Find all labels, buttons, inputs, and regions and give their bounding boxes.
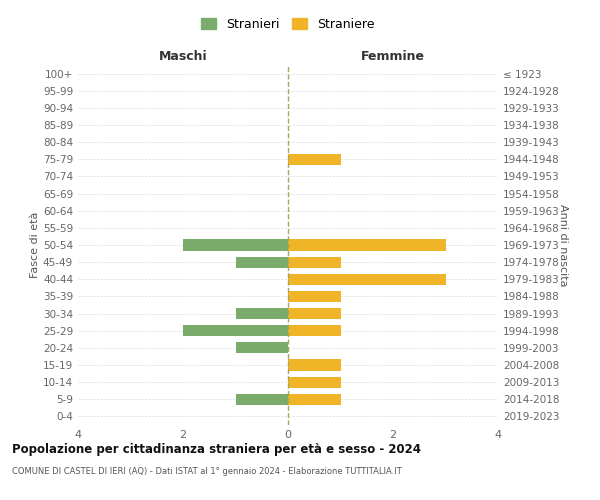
Text: Maschi: Maschi xyxy=(158,50,208,62)
Bar xyxy=(288,360,341,370)
Bar xyxy=(288,308,341,319)
Bar xyxy=(235,342,288,353)
Bar xyxy=(288,325,341,336)
Bar xyxy=(235,394,288,405)
Text: Femmine: Femmine xyxy=(361,50,425,62)
Bar xyxy=(235,308,288,319)
Y-axis label: Fasce di età: Fasce di età xyxy=(30,212,40,278)
Bar xyxy=(288,274,445,285)
Text: Popolazione per cittadinanza straniera per età e sesso - 2024: Popolazione per cittadinanza straniera p… xyxy=(12,442,421,456)
Bar xyxy=(288,256,341,268)
Legend: Stranieri, Straniere: Stranieri, Straniere xyxy=(197,14,379,34)
Bar xyxy=(288,240,445,250)
Text: COMUNE DI CASTEL DI IERI (AQ) - Dati ISTAT al 1° gennaio 2024 - Elaborazione TUT: COMUNE DI CASTEL DI IERI (AQ) - Dati IST… xyxy=(12,468,402,476)
Y-axis label: Anni di nascita: Anni di nascita xyxy=(558,204,568,286)
Bar xyxy=(183,240,288,250)
Bar xyxy=(288,291,341,302)
Bar xyxy=(235,256,288,268)
Bar xyxy=(288,154,341,165)
Bar xyxy=(183,325,288,336)
Bar xyxy=(288,376,341,388)
Bar xyxy=(288,394,341,405)
